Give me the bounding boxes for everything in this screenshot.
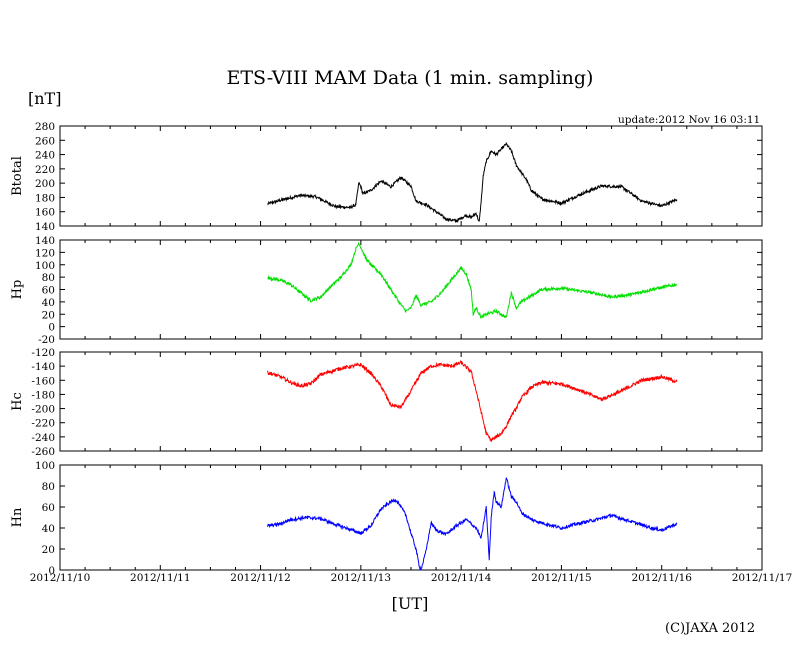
chart-title: ETS-VIII MAM Data (1 min. sampling) [226,67,594,89]
y-tick-label: 180 [35,192,55,204]
update-timestamp: update:2012 Nov 16 03:11 [618,114,761,126]
panel-frame-btotal [59,125,763,227]
y-tick-label: 0 [48,565,55,577]
y-tick-label: 80 [42,481,55,493]
y-tick-label: -200 [31,404,55,416]
y-tick-label: -220 [31,418,55,430]
y-tick-label: -20 [38,334,55,346]
y-tick-label: 100 [35,460,55,472]
y-tick-label: 200 [35,178,55,190]
x-tick-label: 2012/11/12 [230,572,291,584]
series-line-hc [267,360,678,442]
y-tick-label: -240 [31,432,55,444]
y-tick-label: 100 [35,260,55,272]
panel-frame-hc [59,351,763,452]
y-tick-label: 40 [42,523,55,535]
x-tick-label: 2012/11/13 [331,572,392,584]
copyright-credit: (C)JAXA 2012 [665,621,756,636]
x-axis-label: [UT] [391,594,429,613]
y-tick-label: 0 [48,322,55,334]
y-tick-label: 20 [42,544,55,556]
y-tick-label: 80 [42,272,55,284]
series-line-hp [267,241,678,319]
x-tick-label: 2012/11/15 [531,572,592,584]
panel-frame-hn [59,464,763,571]
y-tick-label: 220 [35,164,55,176]
y-tick-label: 60 [42,285,55,297]
y-tick-label: 20 [42,309,55,321]
x-tick-label: 2012/11/10 [30,572,91,584]
y-tick-label: -260 [31,446,55,458]
y-tick-label: 260 [35,135,55,147]
x-tick-label: 2012/11/11 [130,572,191,584]
y-tick-label: 280 [35,121,55,133]
x-tick-label: 2012/11/17 [732,572,793,584]
y-tick-label: 120 [35,247,55,259]
y-tick-label: -120 [31,347,55,359]
y-tick-label: -140 [31,361,55,373]
y-tick-label: 160 [35,207,55,219]
y-tick-label: -180 [31,389,55,401]
panel-label-hp: Hp [10,280,25,300]
series-line-hn [267,477,678,571]
x-tick-label: 2012/11/14 [431,572,492,584]
y-tick-label: 60 [42,502,55,514]
panel-label-hn: Hn [10,507,25,527]
panel-label-hc: Hc [10,392,25,411]
y-tick-label: 140 [35,221,55,233]
y-tick-label: -160 [31,375,55,387]
y-tick-label: 240 [35,150,55,162]
unit-label: [nT] [28,89,62,108]
y-tick-label: 140 [35,235,55,247]
panel-label-btotal: Btotal [10,156,25,196]
y-tick-label: 40 [42,297,55,309]
series-line-btotal [267,142,678,224]
x-tick-label: 2012/11/16 [631,572,692,584]
